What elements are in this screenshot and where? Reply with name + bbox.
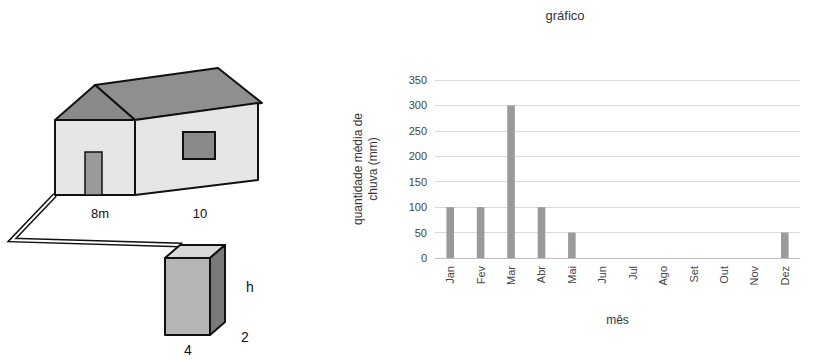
svg-text:8m: 8m [91,206,109,221]
svg-text:h: h [246,279,254,295]
svg-text:Ago: Ago [657,266,669,286]
svg-text:Dez: Dez [779,266,791,286]
svg-text:Nov: Nov [748,266,760,286]
svg-text:Jul: Jul [627,266,639,280]
svg-text:Jan: Jan [444,266,456,284]
svg-text:Jun: Jun [596,266,608,284]
svg-text:Mai: Mai [566,266,578,284]
svg-text:4: 4 [184,342,192,358]
svg-text:quantidade média de: quantidade média de [351,113,365,225]
svg-text:Set: Set [688,266,700,283]
svg-text:0: 0 [421,252,427,264]
svg-text:300: 300 [409,99,427,111]
svg-text:gráfico: gráfico [545,8,584,23]
svg-text:Out: Out [718,266,730,284]
svg-text:50: 50 [415,227,427,239]
svg-text:10: 10 [193,206,207,221]
svg-text:150: 150 [409,176,427,188]
svg-text:mês: mês [606,313,629,327]
svg-text:200: 200 [409,150,427,162]
svg-text:Abr: Abr [535,266,547,283]
svg-text:chuva (mm): chuva (mm) [366,137,380,200]
svg-text:350: 350 [409,74,427,86]
svg-text:250: 250 [409,125,427,137]
svg-text:2: 2 [241,329,249,345]
svg-text:Fev: Fev [475,266,487,285]
svg-text:Mar: Mar [505,266,517,285]
svg-text:100: 100 [409,201,427,213]
